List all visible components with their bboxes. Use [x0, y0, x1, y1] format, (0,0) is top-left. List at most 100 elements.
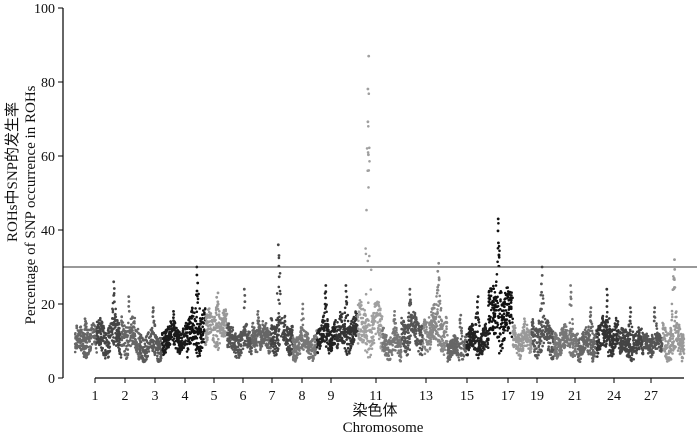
data-point — [262, 341, 266, 345]
data-point — [120, 332, 124, 336]
data-point — [378, 328, 382, 331]
data-point — [172, 337, 176, 340]
data-point — [548, 348, 551, 351]
data-point — [132, 331, 135, 335]
data-point — [610, 343, 614, 346]
data-point — [506, 290, 510, 293]
data-point — [222, 321, 225, 324]
data-point — [114, 324, 117, 327]
data-point — [247, 330, 250, 334]
data-point — [114, 331, 117, 335]
data-point — [562, 344, 566, 348]
data-point — [81, 335, 85, 338]
data-point — [519, 354, 522, 357]
data-point — [588, 349, 591, 352]
data-point — [421, 342, 425, 345]
data-point — [254, 337, 258, 340]
data-point — [395, 335, 399, 339]
data-point — [253, 339, 256, 342]
data-point — [614, 316, 618, 320]
data-point — [575, 350, 578, 354]
data-point — [196, 328, 199, 331]
data-point — [546, 321, 549, 325]
data-point — [406, 324, 410, 328]
data-point — [365, 147, 369, 150]
data-point — [508, 321, 512, 325]
data-point — [145, 334, 148, 338]
peak-point — [408, 303, 411, 307]
data-point — [257, 330, 261, 334]
data-point — [97, 340, 100, 343]
data-point — [431, 316, 435, 319]
data-point — [364, 333, 368, 337]
data-point — [139, 344, 142, 348]
data-point — [611, 339, 615, 343]
data-point — [487, 304, 490, 307]
data-point — [84, 355, 87, 358]
peak-point — [215, 295, 219, 299]
data-point — [508, 319, 511, 323]
data-point — [235, 336, 239, 339]
data-point — [487, 318, 490, 321]
data-point — [396, 351, 400, 355]
data-point — [438, 315, 441, 319]
peak-point — [83, 317, 87, 321]
data-point — [369, 288, 373, 291]
data-point — [560, 328, 563, 331]
data-point — [368, 355, 372, 359]
data-point — [95, 320, 99, 324]
data-point — [496, 260, 499, 264]
data-point — [583, 347, 587, 350]
data-point — [188, 320, 192, 323]
data-point — [308, 348, 312, 352]
data-point — [380, 315, 384, 318]
data-point — [468, 330, 472, 334]
data-point — [348, 337, 351, 340]
data-point — [351, 335, 355, 338]
data-point — [496, 301, 500, 305]
data-point — [358, 332, 361, 336]
data-point — [452, 351, 455, 354]
data-point — [497, 222, 500, 225]
data-point — [321, 338, 325, 342]
data-point — [540, 330, 544, 334]
data-point — [198, 354, 202, 357]
data-point — [94, 347, 98, 350]
data-point — [408, 323, 412, 327]
data-point — [457, 358, 461, 362]
data-point — [480, 344, 483, 348]
data-point — [504, 318, 508, 322]
data-point — [126, 352, 130, 356]
data-point — [202, 309, 205, 312]
data-point — [340, 325, 344, 328]
data-point — [216, 307, 220, 311]
data-point — [537, 344, 541, 348]
data-point — [526, 338, 529, 342]
data-point — [274, 339, 278, 342]
data-point — [201, 333, 205, 337]
data-point — [193, 317, 196, 321]
data-point — [223, 315, 227, 319]
data-point — [358, 330, 362, 333]
data-point — [491, 327, 495, 331]
data-point — [408, 340, 412, 344]
data-point — [438, 302, 442, 305]
data-point — [493, 309, 497, 312]
data-point — [399, 356, 403, 359]
data-point — [479, 340, 483, 343]
data-point — [540, 307, 543, 311]
data-point — [216, 344, 219, 347]
peak-point — [113, 300, 116, 304]
data-point — [127, 321, 130, 325]
data-point — [539, 321, 542, 325]
data-point — [351, 340, 354, 344]
data-point — [192, 331, 195, 334]
data-point — [340, 336, 344, 340]
data-point — [371, 336, 374, 340]
data-point — [440, 318, 443, 322]
data-point — [512, 338, 515, 342]
data-point — [384, 353, 387, 356]
data-point — [587, 325, 590, 329]
data-point — [362, 333, 366, 336]
data-point — [436, 308, 439, 311]
